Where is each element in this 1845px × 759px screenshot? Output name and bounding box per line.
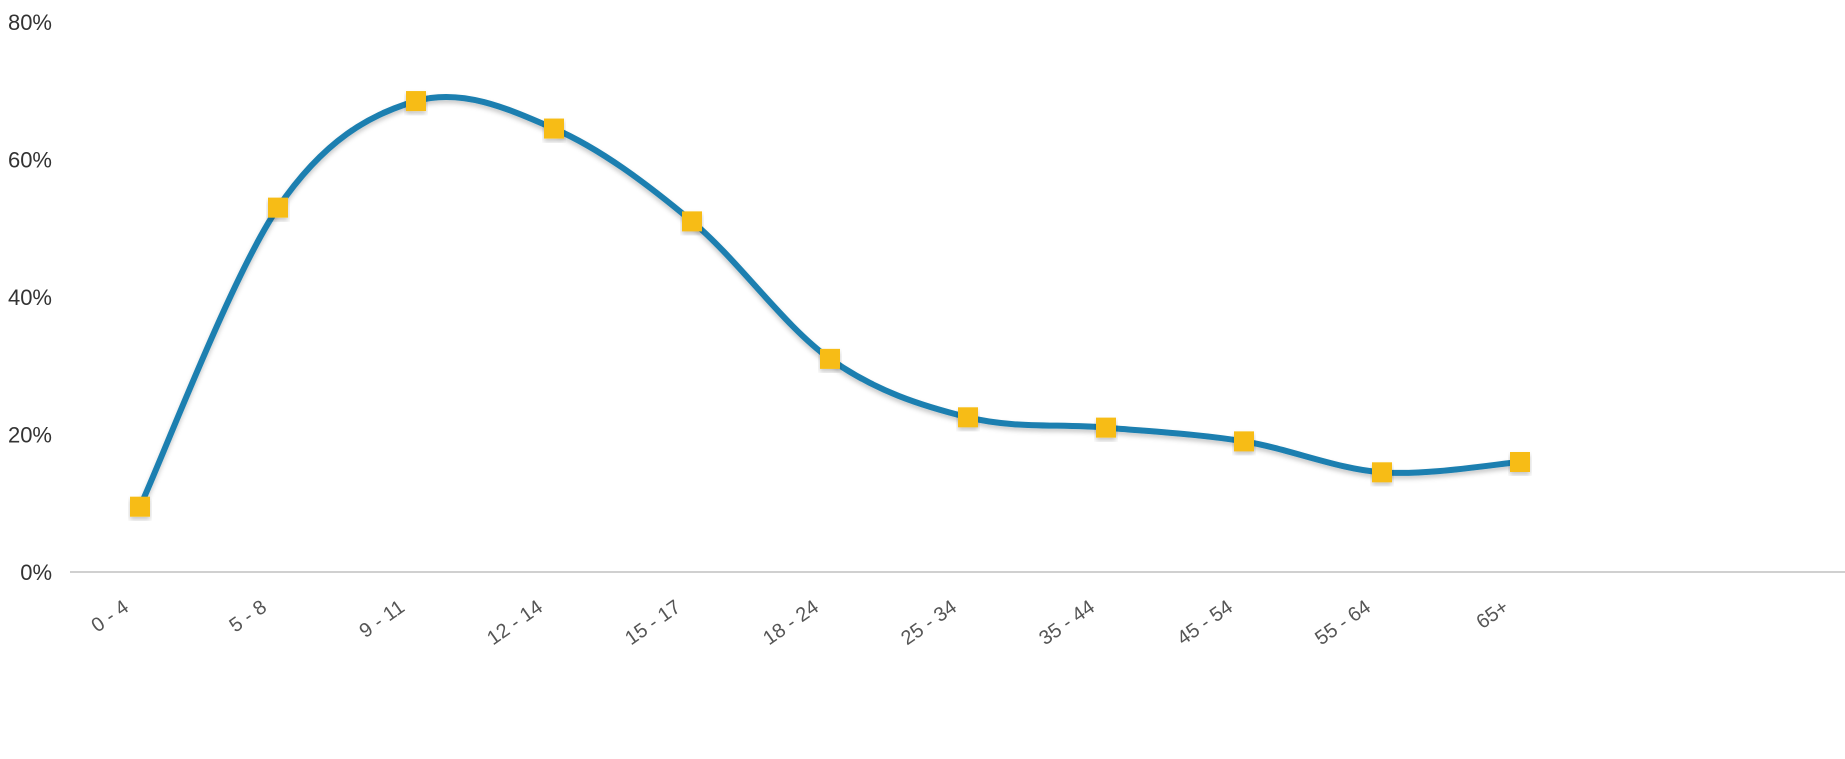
x-tick-label: 45 - 54 — [1173, 596, 1237, 650]
x-tick-label: 35 - 44 — [1035, 596, 1099, 650]
x-tick-label: 55 - 64 — [1311, 596, 1375, 650]
data-point-marker — [1096, 417, 1116, 438]
x-tick-label: 12 - 14 — [483, 596, 547, 650]
y-tick-label: 20% — [8, 423, 52, 448]
data-point-marker — [1372, 462, 1392, 483]
data-point-marker — [268, 197, 288, 218]
x-tick-label: 5 - 8 — [225, 596, 270, 637]
series-markers — [130, 91, 1530, 517]
y-tick-label: 40% — [8, 285, 52, 310]
x-tick-label: 9 - 11 — [356, 596, 409, 643]
x-tick-label: 15 - 17 — [621, 596, 685, 650]
data-point-marker — [406, 91, 426, 112]
y-axis-tick-labels: 0% 20% 40% 60% 80% — [8, 10, 52, 585]
x-axis-tick-labels: 0 - 4 5 - 8 9 - 11 12 - 14 15 - 17 18 - 24 25 … — [87, 596, 1512, 650]
series-line — [137, 93, 1523, 510]
y-tick-label: 60% — [8, 148, 52, 173]
data-point-marker — [958, 407, 978, 428]
x-tick-label: 65+ — [1472, 596, 1512, 633]
data-point-marker — [130, 496, 150, 517]
data-point-marker — [682, 211, 702, 232]
data-point-marker — [1510, 452, 1530, 472]
x-tick-label: 0 - 4 — [87, 596, 132, 637]
data-point-marker — [820, 348, 840, 369]
x-tick-label: 25 - 34 — [897, 596, 961, 650]
x-tick-label: 18 - 24 — [759, 596, 823, 650]
y-tick-label: 0% — [20, 560, 52, 585]
y-tick-label: 80% — [8, 10, 52, 35]
data-point-marker — [1234, 431, 1254, 452]
data-point-marker — [544, 118, 564, 139]
